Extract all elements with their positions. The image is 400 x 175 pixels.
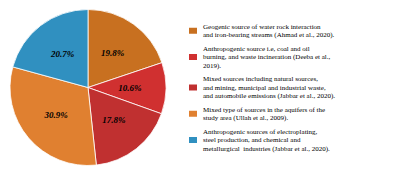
svg-text:metallurgical industries (Jab: metallurgical industries (Jabbar et al.,… bbox=[203, 145, 330, 153]
svg-text:Geogenic source of water rock: Geogenic source of water rock interactio… bbox=[203, 23, 321, 31]
svg-text:and iron-bearing streams (Ahma: and iron-bearing streams (Ahmad et al., … bbox=[203, 31, 334, 39]
svg-text:30.9%: 30.9% bbox=[43, 110, 68, 120]
svg-text:and mining, municipal and indu: and mining, municipal and industrial was… bbox=[203, 84, 326, 92]
svg-text:Anthropogenic source i.e, coal: Anthropogenic source i.e, coal and oil bbox=[203, 45, 310, 53]
svg-text:burning, and waste incineratio: burning, and waste incineration (Deeba e… bbox=[203, 53, 331, 61]
svg-text:Mixed sources including natura: Mixed sources including natural sources, bbox=[203, 75, 318, 83]
svg-text:and automobile emissions (Jabb: and automobile emissions (Jabbar et al.,… bbox=[203, 92, 335, 100]
svg-text:Mixed type of sources in the a: Mixed type of sources in the aquifers of… bbox=[203, 106, 325, 114]
svg-text:study area (Ullah et al., 2009: study area (Ullah et al., 2009). bbox=[203, 114, 288, 122]
svg-text:17.8%: 17.8% bbox=[102, 115, 126, 125]
svg-text:2019).: 2019). bbox=[203, 62, 221, 70]
svg-text:steel production, and chemical: steel production, and chemical and bbox=[203, 136, 301, 144]
svg-text:Anthropogenic sources of elect: Anthropogenic sources of electroplating, bbox=[203, 128, 318, 136]
svg-text:20.7%: 20.7% bbox=[50, 49, 75, 59]
svg-text:10.6%: 10.6% bbox=[118, 83, 142, 93]
svg-text:19.8%: 19.8% bbox=[101, 48, 125, 58]
